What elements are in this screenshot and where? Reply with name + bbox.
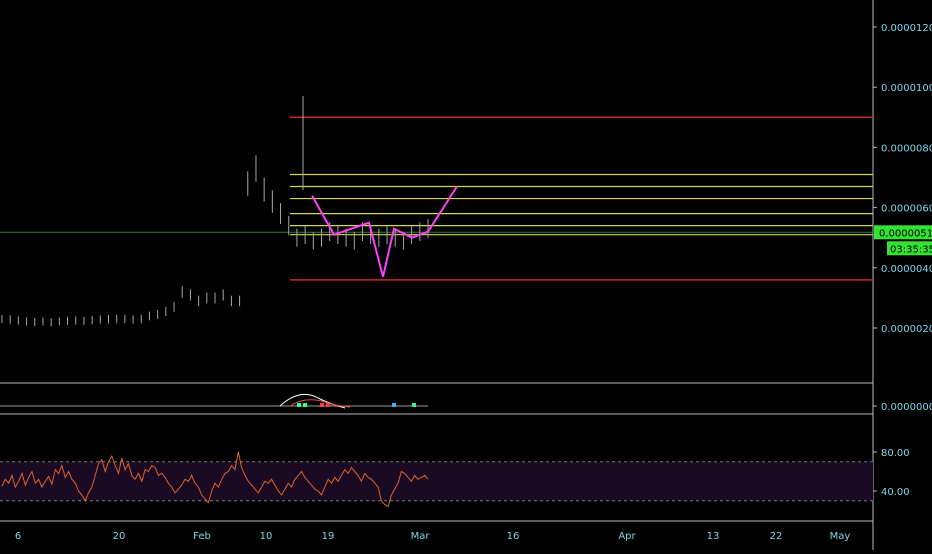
time-tick-label: 6 (15, 531, 21, 542)
countdown-label: 03:35:35 (890, 244, 932, 255)
oscillator-macd-line (289, 399, 351, 408)
time-tick-label: May (830, 531, 851, 542)
time-tick-label: 10 (260, 531, 273, 542)
current-price-label: 0.00000518 (879, 228, 932, 239)
oscillator-tick-label: 0.00000000 (881, 402, 932, 413)
oscillator-histogram-bar (320, 403, 324, 407)
rsi-tick-label: 80.00 (881, 448, 910, 459)
time-tick-label: 13 (707, 531, 720, 542)
time-tick-label: 22 (770, 531, 783, 542)
oscillator-histogram-bar (412, 403, 416, 407)
rsi-band (0, 461, 873, 501)
oscillator-histogram-bar (297, 403, 301, 407)
time-tick-label: Apr (618, 531, 636, 542)
oscillator-histogram-bar (392, 403, 396, 407)
rsi-tick-label: 40.00 (881, 487, 910, 498)
current-price-badge (874, 225, 932, 240)
time-tick-label: Mar (411, 531, 431, 542)
time-tick-label: Feb (193, 531, 211, 542)
oscillator-histogram-bar (303, 403, 307, 407)
time-tick-label: 16 (507, 531, 520, 542)
rsi-line (1, 451, 429, 508)
time-tick-label: 20 (113, 531, 126, 542)
countdown-badge (887, 241, 932, 256)
oscillator-histogram-bar (326, 403, 330, 407)
time-tick-label: 19 (322, 531, 335, 542)
pattern-path (311, 185, 458, 278)
